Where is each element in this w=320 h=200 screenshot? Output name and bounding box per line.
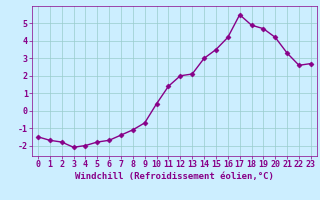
X-axis label: Windchill (Refroidissement éolien,°C): Windchill (Refroidissement éolien,°C) bbox=[75, 172, 274, 181]
